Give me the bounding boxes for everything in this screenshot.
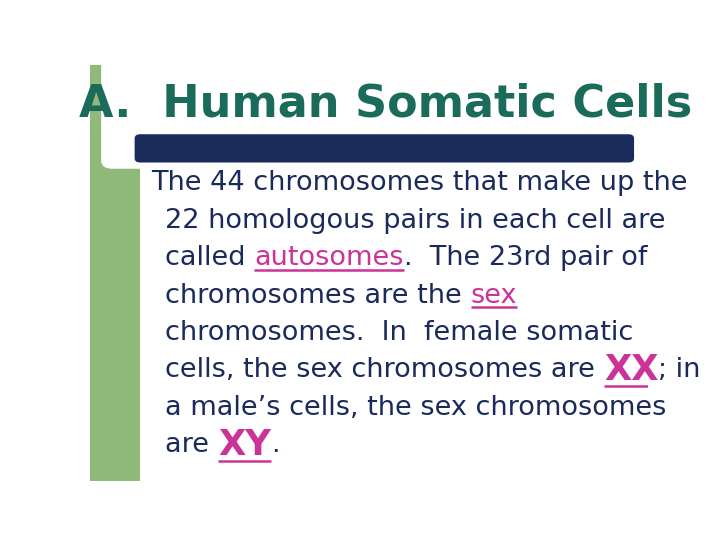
Text: 22 homologous pairs in each cell are: 22 homologous pairs in each cell are	[166, 208, 666, 234]
FancyBboxPatch shape	[101, 44, 179, 168]
Text: .: .	[271, 432, 279, 458]
Text: XY: XY	[218, 428, 271, 462]
Text: chromosomes are the: chromosomes are the	[166, 282, 471, 308]
Text: are: are	[166, 432, 218, 458]
Text: chromosomes.  In  female somatic: chromosomes. In female somatic	[166, 320, 634, 346]
Text: autosomes: autosomes	[254, 245, 404, 271]
Text: XX: XX	[604, 353, 658, 387]
Text: A.  Human Somatic Cells: A. Human Somatic Cells	[79, 83, 693, 126]
Text: called: called	[166, 245, 254, 271]
Text: ; in: ; in	[658, 357, 701, 383]
FancyBboxPatch shape	[135, 134, 634, 163]
Text: The 44 chromosomes that make up the: The 44 chromosomes that make up the	[151, 170, 688, 197]
Text: cells, the sex chromosomes are: cells, the sex chromosomes are	[166, 357, 604, 383]
FancyBboxPatch shape	[90, 65, 140, 481]
Text: sex: sex	[471, 282, 517, 308]
Text: a male’s cells, the sex chromosomes: a male’s cells, the sex chromosomes	[166, 395, 667, 421]
Text: .  The 23rd pair of: . The 23rd pair of	[404, 245, 647, 271]
